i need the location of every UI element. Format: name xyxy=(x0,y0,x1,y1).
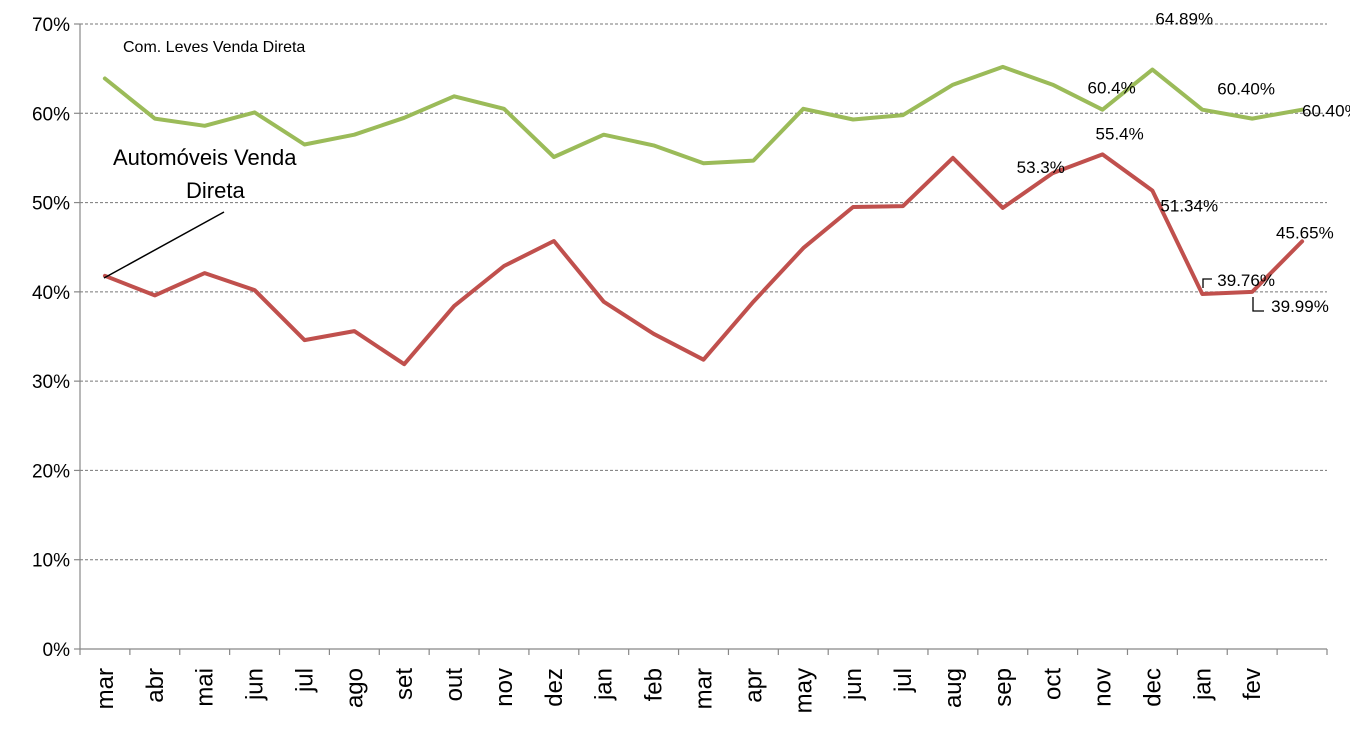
series-annotations: Com. Leves Venda Direta Automóveis Venda… xyxy=(103,39,305,279)
gridlines xyxy=(80,23,1327,561)
label-leaders xyxy=(1202,278,1264,312)
x-tick-label: dec xyxy=(1139,668,1166,707)
data-label: 51.34% xyxy=(1160,197,1218,216)
x-tick-label: jan xyxy=(591,668,618,701)
y-tick-label: 30% xyxy=(32,372,70,393)
x-tick-label: jun xyxy=(840,668,867,701)
x-tick-label: mar xyxy=(92,668,119,709)
x-tick-label: jun xyxy=(242,668,269,701)
x-tick-label: aug xyxy=(940,668,967,708)
x-tick-label: jul xyxy=(890,668,917,693)
y-tick-label: 0% xyxy=(43,640,71,661)
data-label: 60.40% xyxy=(1302,102,1350,121)
y-tick-label: 60% xyxy=(32,104,70,125)
x-tick-labels: mar abr mai jun jul ago set out nov dez jan feb mar a… xyxy=(79,649,1328,713)
y-tick-label: 40% xyxy=(32,283,70,304)
series-1-annotation-line1: Automóveis Venda xyxy=(113,145,297,170)
series-0-annotation: Com. Leves Venda Direta xyxy=(123,39,305,56)
leader-fev-label xyxy=(1252,297,1264,312)
data-label: 55.4% xyxy=(1096,124,1144,143)
x-tick-label: jan xyxy=(1189,668,1216,701)
axes xyxy=(79,24,1327,650)
data-label: 53.3% xyxy=(1017,158,1065,177)
x-tick-label: out xyxy=(441,668,468,702)
y-tick-label: 50% xyxy=(32,194,70,215)
y-tick-label: 10% xyxy=(32,551,70,572)
x-tick-label: fev xyxy=(1239,668,1266,700)
data-label: 39.76% xyxy=(1217,271,1275,290)
data-label: 39.99% xyxy=(1271,297,1329,316)
data-label: 60.4% xyxy=(1088,79,1136,98)
x-tick-label: dez xyxy=(541,668,568,707)
x-tick-label: sep xyxy=(990,668,1017,707)
series-lines xyxy=(102,64,1305,367)
series-1-annotation-line2: Direta xyxy=(186,178,245,203)
x-tick-label: set xyxy=(391,668,418,700)
series-line-1 xyxy=(102,152,1305,367)
x-tick-label: abr xyxy=(142,668,169,703)
x-tick-label: mar xyxy=(691,668,718,709)
data-label: 60.40% xyxy=(1217,80,1275,99)
data-label: 64.89% xyxy=(1155,10,1213,29)
x-tick-label: jul xyxy=(291,668,318,693)
x-tick-label: apr xyxy=(740,668,767,703)
data-label: 45.65% xyxy=(1276,223,1334,242)
x-tick-label: nov xyxy=(1090,668,1117,707)
x-tick-label: nov xyxy=(491,668,518,707)
x-tick-label: mai xyxy=(192,668,219,707)
y-tick-labels: 0% 10% 20% 30% 40% 50% 60% 70% xyxy=(32,15,80,661)
data-labels: 60.4% 64.89% 60.40% 60.40% 53.3% 55.4% 51.34% 3… xyxy=(1017,10,1350,316)
y-tick-label: 70% xyxy=(32,15,70,36)
x-tick-label: may xyxy=(790,668,817,713)
x-tick-label: oct xyxy=(1040,668,1067,700)
series-line-0 xyxy=(102,64,1305,166)
x-tick-label: ago xyxy=(341,668,368,708)
leader-jan-label xyxy=(1202,278,1212,288)
y-tick-label: 20% xyxy=(32,461,70,482)
series-1-annotation-leader xyxy=(103,211,225,279)
x-tick-label: feb xyxy=(641,668,668,701)
